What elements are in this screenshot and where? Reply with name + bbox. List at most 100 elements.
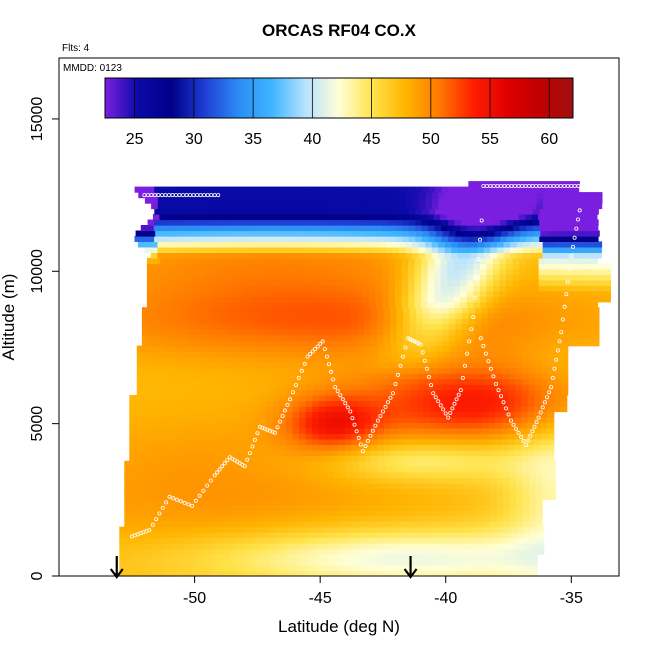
heatmap-cell bbox=[302, 570, 310, 577]
heatmap-cell bbox=[155, 438, 163, 445]
heatmap-cell bbox=[329, 263, 337, 270]
heatmap-cell bbox=[350, 340, 358, 347]
heatmap-cell bbox=[313, 373, 321, 380]
heatmap-cell bbox=[183, 510, 191, 517]
heatmap-cell bbox=[405, 203, 413, 210]
heatmap-cell bbox=[331, 416, 339, 423]
heatmap-cell bbox=[381, 257, 389, 264]
heatmap-cell bbox=[367, 526, 375, 533]
heatmap-cell bbox=[191, 532, 199, 539]
heatmap-cell bbox=[333, 246, 341, 253]
heatmap-cell bbox=[234, 351, 242, 358]
heatmap-cell bbox=[492, 263, 500, 270]
heatmap-cell bbox=[398, 466, 406, 473]
heatmap-cell bbox=[498, 526, 506, 533]
heatmap-cell bbox=[398, 510, 406, 517]
heatmap-cell bbox=[267, 389, 275, 396]
heatmap-cell bbox=[143, 345, 151, 352]
heatmap-cell bbox=[381, 296, 389, 303]
heatmap-cell bbox=[156, 373, 164, 380]
heatmap-cell bbox=[264, 296, 272, 303]
heatmap-cell bbox=[332, 356, 340, 363]
heatmap-cell bbox=[481, 334, 489, 341]
heatmap-cell bbox=[408, 268, 416, 275]
heatmap-cell bbox=[438, 192, 446, 199]
heatmap-cell bbox=[501, 438, 509, 445]
heatmap-cell bbox=[259, 318, 267, 325]
heatmap-cell bbox=[350, 186, 358, 193]
heatmap-cell bbox=[385, 510, 393, 517]
heatmap-cell bbox=[154, 186, 162, 193]
heatmap-cell bbox=[447, 290, 455, 297]
heatmap-cell bbox=[171, 570, 179, 577]
heatmap-cell bbox=[592, 340, 600, 347]
heatmap-cell bbox=[236, 526, 244, 533]
heatmap-cell bbox=[514, 416, 522, 423]
heatmap-cell bbox=[427, 257, 435, 264]
heatmap-cell bbox=[592, 329, 600, 336]
heatmap-cell bbox=[189, 384, 197, 391]
heatmap-cell bbox=[249, 197, 257, 204]
heatmap-cell bbox=[450, 384, 458, 391]
heatmap-cell bbox=[560, 230, 568, 237]
heatmap-cell bbox=[254, 378, 262, 385]
heatmap-cell bbox=[244, 279, 252, 286]
heatmap-cell bbox=[281, 466, 289, 473]
heatmap-cell bbox=[148, 422, 156, 429]
heatmap-cell bbox=[473, 290, 481, 297]
heatmap-cell bbox=[261, 510, 269, 517]
heatmap-cell bbox=[395, 257, 403, 264]
heatmap-cell bbox=[331, 455, 339, 462]
heatmap-cell bbox=[191, 570, 199, 577]
heatmap-cell bbox=[288, 241, 296, 248]
heatmap-cell bbox=[547, 422, 555, 429]
heatmap-cell bbox=[444, 499, 452, 506]
heatmap-cell bbox=[476, 466, 484, 473]
heatmap-cell bbox=[509, 367, 517, 374]
heatmap-cell bbox=[560, 400, 568, 407]
heatmap-cell bbox=[321, 570, 329, 577]
heatmap-cell bbox=[551, 285, 559, 292]
heatmap-cell bbox=[241, 493, 249, 500]
heatmap-cell bbox=[256, 554, 264, 561]
heatmap-cell bbox=[201, 416, 209, 423]
heatmap-cell bbox=[392, 504, 400, 511]
heatmap-cell bbox=[244, 285, 252, 292]
heatmap-cell bbox=[175, 438, 183, 445]
heatmap-cell bbox=[584, 263, 592, 270]
heatmap-cell bbox=[293, 362, 301, 369]
heatmap-cell bbox=[327, 252, 335, 259]
heatmap-cell bbox=[348, 214, 356, 221]
heatmap-cell bbox=[475, 395, 483, 402]
heatmap-cell bbox=[182, 367, 190, 374]
heatmap-cell bbox=[398, 521, 406, 528]
heatmap-cell bbox=[242, 203, 250, 210]
heatmap-cell bbox=[291, 235, 299, 242]
heatmap-cell bbox=[210, 197, 218, 204]
flight-track-point bbox=[514, 426, 519, 431]
heatmap-cell bbox=[188, 416, 196, 423]
heatmap-cell bbox=[385, 367, 393, 374]
heatmap-cell bbox=[207, 230, 215, 237]
heatmap-cell bbox=[542, 488, 550, 495]
heatmap-cell bbox=[410, 449, 418, 456]
heatmap-cell bbox=[222, 493, 230, 500]
heatmap-cell bbox=[154, 235, 162, 242]
heatmap-cell bbox=[223, 554, 231, 561]
heatmap-cell bbox=[385, 384, 393, 391]
heatmap-cell bbox=[445, 559, 453, 566]
heatmap-cell bbox=[465, 543, 473, 550]
heatmap-cell bbox=[411, 345, 419, 352]
heatmap-cell bbox=[281, 460, 289, 467]
heatmap-cell bbox=[285, 318, 293, 325]
heatmap-cell bbox=[416, 433, 424, 440]
heatmap-cell bbox=[189, 351, 197, 358]
heatmap-cell bbox=[321, 565, 329, 572]
heatmap-cell bbox=[403, 395, 411, 402]
heatmap-cell bbox=[406, 548, 414, 555]
heatmap-cell bbox=[246, 433, 254, 440]
heatmap-cell bbox=[513, 235, 521, 242]
heatmap-cell bbox=[590, 257, 598, 264]
heatmap-cell bbox=[247, 362, 255, 369]
heatmap-cell bbox=[287, 510, 295, 517]
